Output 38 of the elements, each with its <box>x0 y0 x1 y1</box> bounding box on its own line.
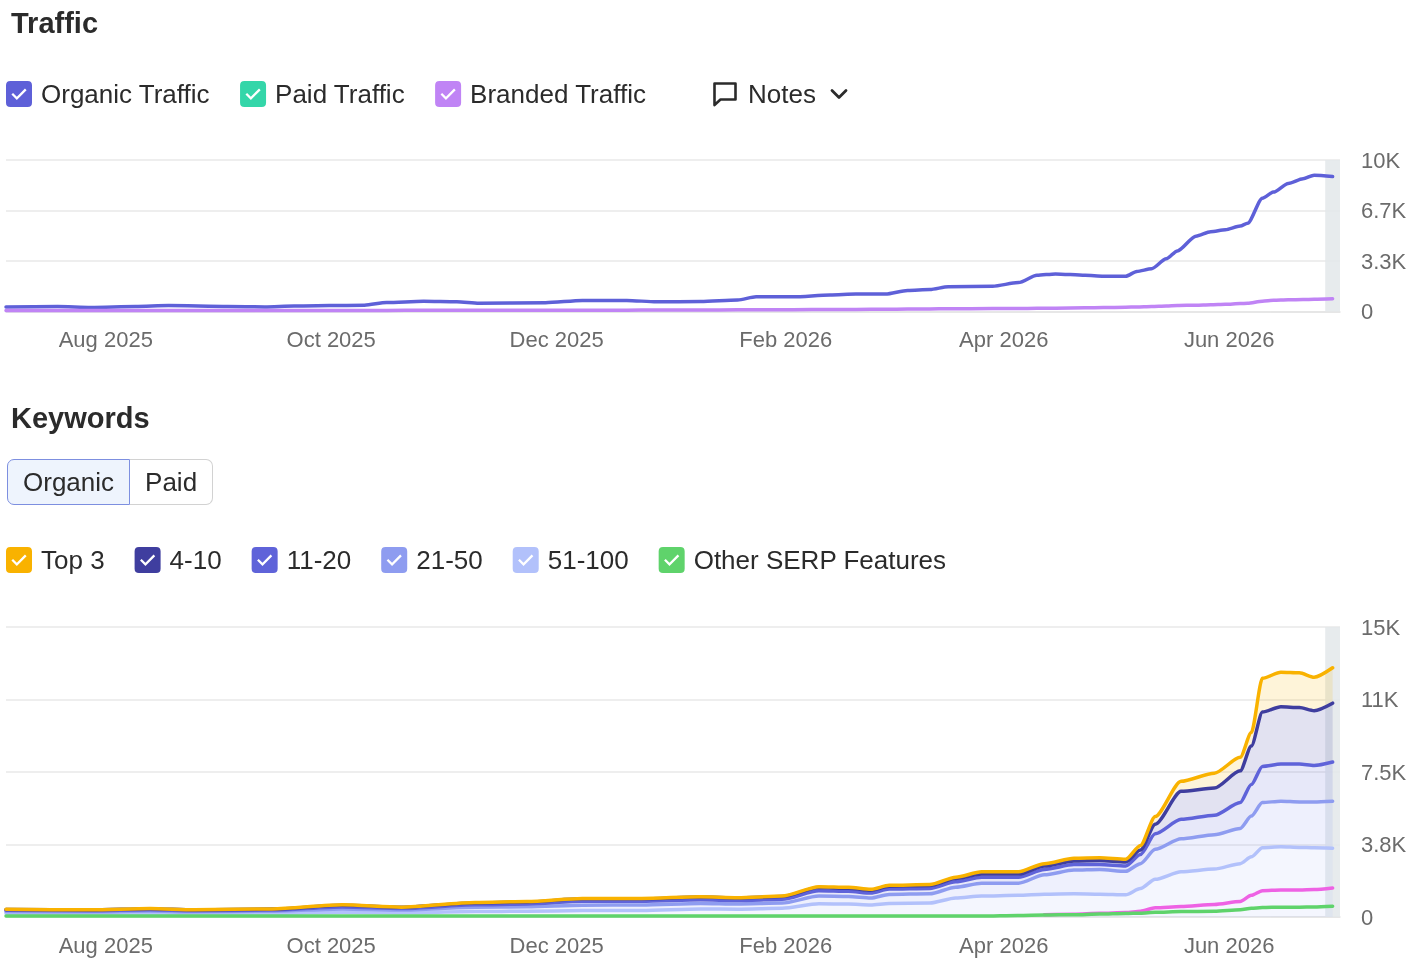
x-tick-label: Jun 2026 <box>1183 932 1275 958</box>
x-tick-label: Apr 2026 <box>959 327 1049 352</box>
x-tick-label: Jun 2026 <box>1183 327 1275 352</box>
toggle-button: Organic <box>7 459 131 505</box>
y-tick-label: 15K <box>1361 614 1401 640</box>
x-tick-label: Apr 2026 <box>959 932 1049 958</box>
y-tick-label: 3.8K <box>1361 832 1407 857</box>
text: Notes <box>748 78 816 110</box>
legend-label: 51-100 <box>547 545 629 575</box>
x-tick-label: Aug 2025 <box>58 327 153 352</box>
line-series <box>4 173 1335 310</box>
legend-label: Paid Traffic <box>275 79 405 109</box>
legend-label: 21-50 <box>416 545 483 575</box>
chart-title: Traffic <box>11 6 99 39</box>
y-tick-label: 10K <box>1361 147 1401 173</box>
y-tick-label: 0 <box>1361 299 1374 324</box>
y-tick-label: 6.7K <box>1361 197 1407 223</box>
x-tick-label: Feb 2026 <box>739 932 833 958</box>
legend-label: 11-20 <box>286 545 352 575</box>
x-tick-label: Aug 2025 <box>58 932 153 958</box>
y-tick-label: 3.3K <box>1361 248 1407 274</box>
line-series <box>4 297 1335 313</box>
y-tick-label: 7.5K <box>1361 759 1407 785</box>
x-tick-label: Oct 2025 <box>286 932 376 958</box>
x-tick-label: Dec 2025 <box>509 932 604 958</box>
y-tick-label: 0 <box>1361 904 1374 930</box>
toggle-button: Paid <box>130 459 214 505</box>
legend-label: Branded Traffic <box>470 79 646 109</box>
line-series <box>4 904 1335 918</box>
legend-label: Top 3 <box>41 545 105 575</box>
x-tick-label: Dec 2025 <box>509 327 604 352</box>
chart-title: Keywords <box>11 401 150 434</box>
x-tick-label: Oct 2025 <box>286 327 376 352</box>
legend-label: Other SERP Features <box>693 545 947 575</box>
legend-label: Organic Traffic <box>41 79 210 109</box>
y-tick-label: 11K <box>1361 687 1399 712</box>
legend-label: 4-10 <box>169 545 222 575</box>
x-tick-label: Feb 2026 <box>739 327 833 352</box>
